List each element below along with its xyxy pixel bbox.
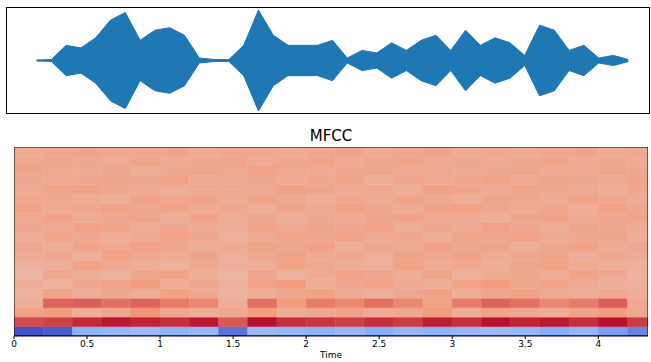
svg-text:0.5: 0.5 [80, 339, 94, 349]
svg-text:2.5: 2.5 [372, 339, 386, 349]
svg-text:4: 4 [595, 339, 601, 349]
svg-text:3: 3 [449, 339, 455, 349]
svg-text:1: 1 [157, 339, 163, 349]
svg-text:1.5: 1.5 [226, 339, 240, 349]
svg-text:Time: Time [319, 350, 342, 360]
svg-text:0: 0 [11, 339, 17, 349]
svg-text:2: 2 [303, 339, 309, 349]
svg-text:3.5: 3.5 [518, 339, 532, 349]
html-text:MFCC: MFCC [309, 127, 353, 145]
